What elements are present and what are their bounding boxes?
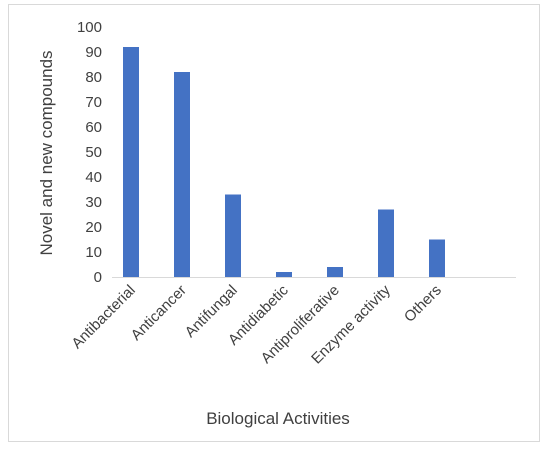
bars	[123, 47, 445, 277]
bar	[429, 239, 445, 277]
y-tick-label: 60	[85, 119, 102, 136]
bar	[276, 272, 292, 277]
bar	[225, 194, 241, 277]
x-tick-label: Antibacterial	[68, 282, 138, 352]
y-tick-label: 50	[85, 144, 102, 161]
chart-frame	[8, 4, 540, 442]
y-axis-title: Novel and new compounds	[37, 50, 56, 255]
bar	[378, 209, 394, 277]
x-tick-label: Anticancer	[128, 282, 190, 344]
bar	[123, 47, 139, 277]
y-tick-label: 30	[85, 194, 102, 211]
x-axis-ticks: AntibacterialAnticancerAntifungalAntidia…	[68, 281, 444, 367]
y-tick-label: 100	[77, 19, 102, 36]
y-tick-label: 90	[85, 44, 102, 61]
y-tick-label: 70	[85, 94, 102, 111]
y-tick-label: 0	[94, 269, 102, 286]
y-tick-label: 20	[85, 219, 102, 236]
y-tick-label: 80	[85, 69, 102, 86]
y-axis-ticks: 0 10 20 30 40 50 60 70 80 90 100	[77, 19, 102, 286]
bar	[327, 267, 343, 277]
bar	[174, 72, 190, 277]
y-tick-label: 10	[85, 244, 102, 261]
x-tick-label: Others	[401, 282, 445, 326]
x-axis-title: Biological Activities	[206, 409, 350, 428]
y-tick-label: 40	[85, 169, 102, 186]
